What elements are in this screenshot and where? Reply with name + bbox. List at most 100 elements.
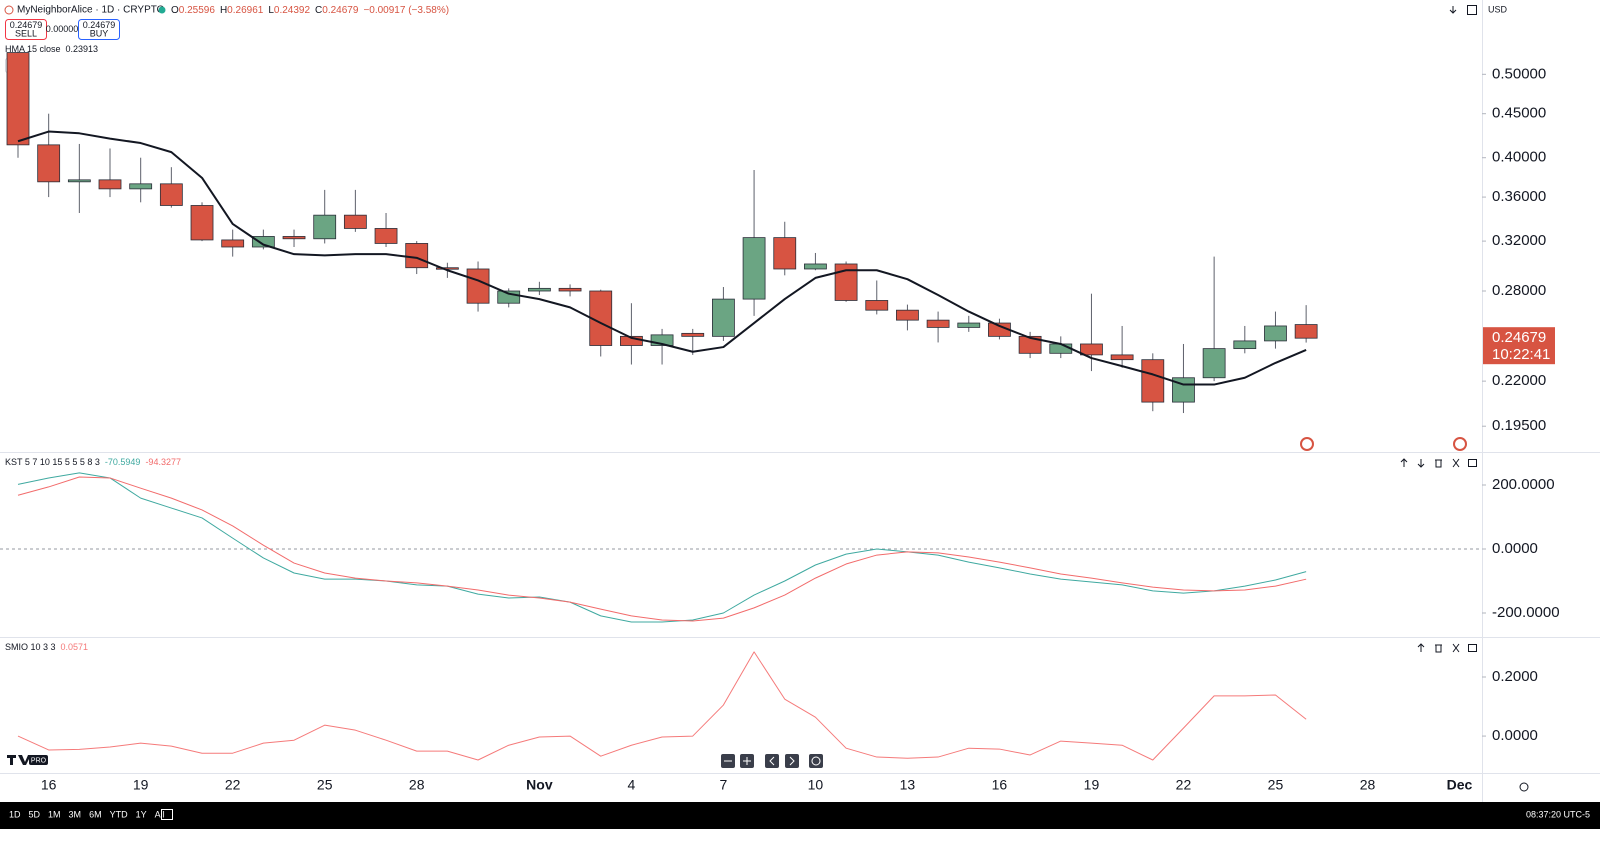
reset[interactable] xyxy=(809,754,823,768)
hma-legend: HMA 15 close 0.23913 xyxy=(5,44,98,54)
buy-button[interactable]: 0.24679 BUY xyxy=(78,19,120,40)
move-down[interactable] xyxy=(1417,459,1425,468)
settings-icon[interactable] xyxy=(1519,782,1529,792)
candle-body xyxy=(1264,325,1287,342)
timeframe-button[interactable]: 1D xyxy=(9,809,21,819)
candle-body xyxy=(1202,348,1226,379)
scroll-left[interactable] xyxy=(765,754,779,768)
timeframe-button[interactable]: 5D xyxy=(29,809,41,819)
logo-badge xyxy=(29,755,48,765)
candle-body xyxy=(1018,335,1042,354)
y-tick-label: -200.0000 xyxy=(1492,604,1560,621)
candle-body xyxy=(67,179,91,183)
delete[interactable] xyxy=(1435,644,1442,653)
x-tick-label: 25 xyxy=(317,777,333,793)
price-tag-timer: 10:22:41 xyxy=(1492,346,1550,363)
y-tick-label: 0.40000 xyxy=(1492,149,1546,166)
scroll-left-icon xyxy=(769,756,775,766)
candle-body xyxy=(129,183,153,190)
timeframe-button[interactable]: 1M xyxy=(48,809,61,819)
x-tick-label: 16 xyxy=(41,777,57,793)
ohlc: O0.25596 H0.26961 L0.24392 C0.24679 −0.00917… xyxy=(171,5,449,16)
ohlc-key: L xyxy=(268,5,274,16)
clock: 08:37:20 UTC-5 xyxy=(1526,809,1590,819)
timeframe-button[interactable]: YTD xyxy=(110,809,129,819)
delete[interactable] xyxy=(1435,459,1442,468)
header-icon[interactable] xyxy=(1467,5,1477,15)
x-tick-label: 19 xyxy=(133,777,149,793)
x-tick-label: 22 xyxy=(225,777,241,793)
legend-value: -70.5949 xyxy=(105,457,141,467)
maximize[interactable] xyxy=(1452,643,1460,653)
legend-name: HMA 15 close xyxy=(5,44,61,54)
x-tick-label: 16 xyxy=(992,777,1008,793)
x-tick-label: Dec xyxy=(1447,777,1473,793)
legend-value: 0.23913 xyxy=(66,44,99,54)
candle-body xyxy=(6,52,30,146)
timeframe-button[interactable]: 3M xyxy=(69,809,82,819)
candle-body xyxy=(466,268,490,304)
event-icon[interactable] xyxy=(1300,437,1314,451)
y-tick-label: 0.32000 xyxy=(1492,232,1546,249)
candle-body xyxy=(865,300,889,311)
candle-body xyxy=(1233,340,1257,350)
candle-body xyxy=(313,214,337,240)
symbol-icon xyxy=(4,5,14,15)
candle-body xyxy=(742,237,766,300)
event-icon[interactable] xyxy=(1453,437,1467,451)
series-line xyxy=(17,651,1307,761)
currency: USD xyxy=(1488,4,1508,14)
x-tick-label: 4 xyxy=(628,777,636,793)
candle-body xyxy=(773,237,797,270)
candle-body xyxy=(957,322,981,328)
bottom-margin xyxy=(0,829,1600,846)
timeframe-button[interactable]: All xyxy=(155,809,165,819)
zoom-controls xyxy=(721,754,823,768)
candle-body xyxy=(1294,324,1318,339)
legend-value: -94.3277 xyxy=(145,457,181,467)
candle-body xyxy=(527,287,551,292)
collapse[interactable] xyxy=(1468,459,1477,467)
x-tick-label: 13 xyxy=(900,777,916,793)
x-tick-label: Nov xyxy=(526,777,553,793)
candle-body xyxy=(374,228,398,244)
candle-body xyxy=(251,236,275,248)
buy-box xyxy=(78,19,120,40)
calendar-icon[interactable] xyxy=(161,809,173,820)
scroll-right[interactable] xyxy=(785,754,799,768)
candle-body xyxy=(1080,343,1103,356)
bottom-toolbar xyxy=(0,802,1600,829)
x-tick-label: 22 xyxy=(1176,777,1192,793)
candle-body xyxy=(190,205,214,241)
candle-body xyxy=(834,263,858,301)
timeframe-button[interactable]: 6M xyxy=(89,809,102,819)
header-icon[interactable] xyxy=(1449,6,1457,14)
maximize[interactable] xyxy=(1452,458,1460,468)
series-line xyxy=(17,472,1307,623)
candle-body xyxy=(98,179,122,190)
ohlc-value: 0.24392 xyxy=(274,5,311,16)
ohlc-key: C xyxy=(315,5,322,16)
reset-icon xyxy=(811,756,821,766)
sell-button[interactable]: 0.24679 SELL xyxy=(5,19,47,40)
candle-body xyxy=(712,298,735,337)
smio-legend: SMIO 10 3 3 0.0571 xyxy=(5,642,88,652)
move-up[interactable] xyxy=(1417,643,1425,652)
candle-body xyxy=(221,239,245,248)
move-up[interactable] xyxy=(1400,458,1408,467)
y-tick-label: 0.36000 xyxy=(1492,188,1546,205)
kst-legend: KST 5 7 10 15 5 5 5 8 3 -70.5949 -94.3277 xyxy=(5,457,181,467)
collapse[interactable] xyxy=(1468,644,1477,652)
candle-body xyxy=(159,183,183,206)
symbol: MyNeighborAlice · 1D · CRYPTO xyxy=(17,5,165,16)
candle-body xyxy=(343,214,367,229)
y-tick-label: 0.2000 xyxy=(1492,668,1538,685)
zoom-in-icon xyxy=(743,757,751,765)
timeframe-button[interactable]: 1Y xyxy=(136,809,147,819)
y-tick-label: 200.0000 xyxy=(1492,476,1555,493)
candle-body xyxy=(282,236,306,240)
x-tick-label: 10 xyxy=(808,777,824,793)
market-status xyxy=(158,6,166,14)
sell-price: 0.24679 xyxy=(10,20,43,30)
